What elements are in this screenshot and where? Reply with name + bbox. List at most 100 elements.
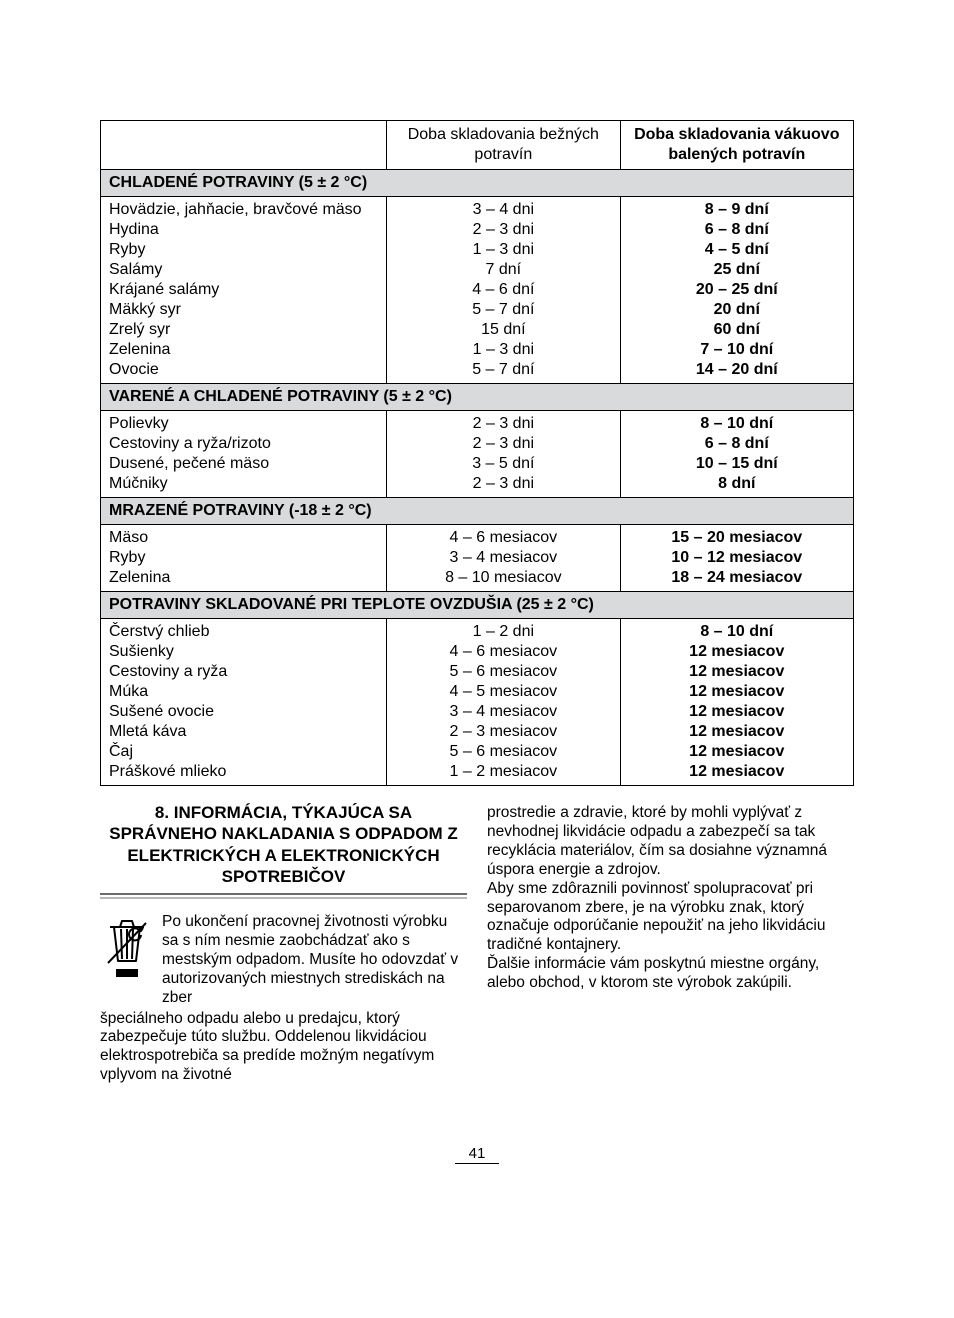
- normal-cell: 1 – 3 dni: [387, 340, 620, 360]
- vacuum-cell: 8 dní: [620, 474, 853, 498]
- vacuum-cell: 20 dní: [620, 300, 853, 320]
- normal-cell: 5 – 6 mesiacov: [387, 662, 620, 682]
- table-row: Mäso4 – 6 mesiacov15 – 20 mesiacov: [101, 525, 854, 549]
- vacuum-cell: 12 mesiacov: [620, 762, 853, 786]
- normal-cell: 7 dní: [387, 260, 620, 280]
- item-cell: Salámy: [101, 260, 387, 280]
- weee-icon: [100, 913, 152, 987]
- table-row: Múčniky2 – 3 dni8 dní: [101, 474, 854, 498]
- table-row: Dusené, pečené mäso3 – 5 dní10 – 15 dní: [101, 454, 854, 474]
- section1-title: CHLADENÉ POTRAVINY (5 ± 2 °C): [101, 170, 854, 197]
- vacuum-cell: 12 mesiacov: [620, 662, 853, 682]
- table-row: Mäkký syr5 – 7 dní20 dní: [101, 300, 854, 320]
- vacuum-cell: 12 mesiacov: [620, 642, 853, 662]
- item-cell: Čerstvý chlieb: [101, 619, 387, 643]
- normal-cell: 5 – 6 mesiacov: [387, 742, 620, 762]
- table-row: Polievky2 – 3 dni8 – 10 dní: [101, 411, 854, 435]
- vacuum-cell: 12 mesiacov: [620, 702, 853, 722]
- normal-cell: 4 – 6 mesiacov: [387, 642, 620, 662]
- normal-cell: 15 dní: [387, 320, 620, 340]
- header-vacuum: Doba skladovania vákuovo balených potrav…: [620, 121, 853, 170]
- vacuum-cell: 20 – 25 dní: [620, 280, 853, 300]
- right-p2: Aby sme zdôraznili povinnosť spolupracov…: [487, 880, 854, 956]
- right-p3: Ďalšie informácie vám poskytnú miestne o…: [487, 955, 854, 993]
- table-row: Ovocie5 – 7 dní14 – 20 dní: [101, 360, 854, 384]
- normal-cell: 3 – 5 dní: [387, 454, 620, 474]
- normal-cell: 2 – 3 dni: [387, 220, 620, 240]
- section2-body: Polievky2 – 3 dni8 – 10 dníCestoviny a r…: [101, 411, 854, 498]
- item-cell: Polievky: [101, 411, 387, 435]
- table-row: Salámy7 dní25 dní: [101, 260, 854, 280]
- item-cell: Hovädzie, jahňacie, bravčové mäso: [101, 197, 387, 221]
- normal-cell: 1 – 3 dni: [387, 240, 620, 260]
- item-cell: Cestoviny a ryža/rizoto: [101, 434, 387, 454]
- normal-cell: 8 – 10 mesiacov: [387, 568, 620, 592]
- table-row: Zelenina1 – 3 dni7 – 10 dní: [101, 340, 854, 360]
- normal-cell: 2 – 3 dni: [387, 474, 620, 498]
- table-row: Čerstvý chlieb1 – 2 dni8 – 10 dní: [101, 619, 854, 643]
- vacuum-cell: 12 mesiacov: [620, 682, 853, 702]
- table-row: Mletá káva2 – 3 mesiacov12 mesiacov: [101, 722, 854, 742]
- item-cell: Sušené ovocie: [101, 702, 387, 722]
- vacuum-cell: 4 – 5 dní: [620, 240, 853, 260]
- header-blank: [101, 121, 387, 170]
- section4-body: Čerstvý chlieb1 – 2 dni8 – 10 dníSušienk…: [101, 619, 854, 786]
- normal-cell: 3 – 4 dni: [387, 197, 620, 221]
- normal-cell: 2 – 3 dni: [387, 411, 620, 435]
- table-row: Cestoviny a ryža5 – 6 mesiacov12 mesiaco…: [101, 662, 854, 682]
- table-row: Hydina2 – 3 dni6 – 8 dní: [101, 220, 854, 240]
- normal-cell: 2 – 3 mesiacov: [387, 722, 620, 742]
- table-row: Zrelý syr15 dní60 dní: [101, 320, 854, 340]
- vacuum-cell: 8 – 10 dní: [620, 411, 853, 435]
- item-cell: Práškové mlieko: [101, 762, 387, 786]
- item-cell: Múka: [101, 682, 387, 702]
- section4-title: POTRAVINY SKLADOVANÉ PRI TEPLOTE OVZDUŠI…: [101, 592, 854, 619]
- vacuum-cell: 10 – 15 dní: [620, 454, 853, 474]
- vacuum-cell: 18 – 24 mesiacov: [620, 568, 853, 592]
- vacuum-cell: 25 dní: [620, 260, 853, 280]
- item-cell: Krájané salámy: [101, 280, 387, 300]
- section3-body: Mäso4 – 6 mesiacov15 – 20 mesiacovRyby3 …: [101, 525, 854, 592]
- item-cell: Čaj: [101, 742, 387, 762]
- table-row: Ryby1 – 3 dni4 – 5 dní: [101, 240, 854, 260]
- vacuum-cell: 15 – 20 mesiacov: [620, 525, 853, 549]
- vacuum-cell: 14 – 20 dní: [620, 360, 853, 384]
- section8-title: 8. INFORMÁCIA, TÝKAJÚCA SA SPRÁVNEHO NAK…: [100, 800, 467, 895]
- item-cell: Zrelý syr: [101, 320, 387, 340]
- header-normal: Doba skladovania bežných potravín: [387, 121, 620, 170]
- item-cell: Mäso: [101, 525, 387, 549]
- page-number: 41: [455, 1146, 500, 1164]
- normal-cell: 4 – 6 mesiacov: [387, 525, 620, 549]
- normal-cell: 1 – 2 mesiacov: [387, 762, 620, 786]
- item-cell: Zelenina: [101, 340, 387, 360]
- right-p1: prostredie a zdravie, ktoré by mohli vyp…: [487, 804, 854, 880]
- vacuum-cell: 7 – 10 dní: [620, 340, 853, 360]
- section2-title-row: VARENÉ A CHLADENÉ POTRAVINY (5 ± 2 °C): [101, 384, 854, 411]
- item-cell: Sušienky: [101, 642, 387, 662]
- table-row: Hovädzie, jahňacie, bravčové mäso3 – 4 d…: [101, 197, 854, 221]
- normal-cell: 2 – 3 dni: [387, 434, 620, 454]
- section3-title: MRAZENÉ POTRAVINY (-18 ± 2 °C): [101, 498, 854, 525]
- item-cell: Mäkký syr: [101, 300, 387, 320]
- table-row: Krájané salámy4 – 6 dní20 – 25 dní: [101, 280, 854, 300]
- item-cell: Hydina: [101, 220, 387, 240]
- vacuum-cell: 6 – 8 dní: [620, 220, 853, 240]
- item-cell: Zelenina: [101, 568, 387, 592]
- storage-table: Doba skladovania bežných potravín Doba s…: [100, 120, 854, 786]
- item-cell: Mletá káva: [101, 722, 387, 742]
- weee-below-text: špeciálneho odpadu alebo u predajcu, kto…: [100, 1010, 467, 1086]
- section4-title-row: POTRAVINY SKLADOVANÉ PRI TEPLOTE OVZDUŠI…: [101, 592, 854, 619]
- vacuum-cell: 6 – 8 dní: [620, 434, 853, 454]
- vacuum-cell: 10 – 12 mesiacov: [620, 548, 853, 568]
- normal-cell: 5 – 7 dní: [387, 300, 620, 320]
- table-row: Cestoviny a ryža/rizoto2 – 3 dni6 – 8 dn…: [101, 434, 854, 454]
- item-cell: Múčniky: [101, 474, 387, 498]
- normal-cell: 4 – 5 mesiacov: [387, 682, 620, 702]
- table-row: Ryby3 – 4 mesiacov10 – 12 mesiacov: [101, 548, 854, 568]
- table-header-row: Doba skladovania bežných potravín Doba s…: [101, 121, 854, 170]
- table-row: Čaj5 – 6 mesiacov12 mesiacov: [101, 742, 854, 762]
- normal-cell: 5 – 7 dní: [387, 360, 620, 384]
- item-cell: Dusené, pečené mäso: [101, 454, 387, 474]
- normal-cell: 1 – 2 dni: [387, 619, 620, 643]
- section2-title: VARENÉ A CHLADENÉ POTRAVINY (5 ± 2 °C): [101, 384, 854, 411]
